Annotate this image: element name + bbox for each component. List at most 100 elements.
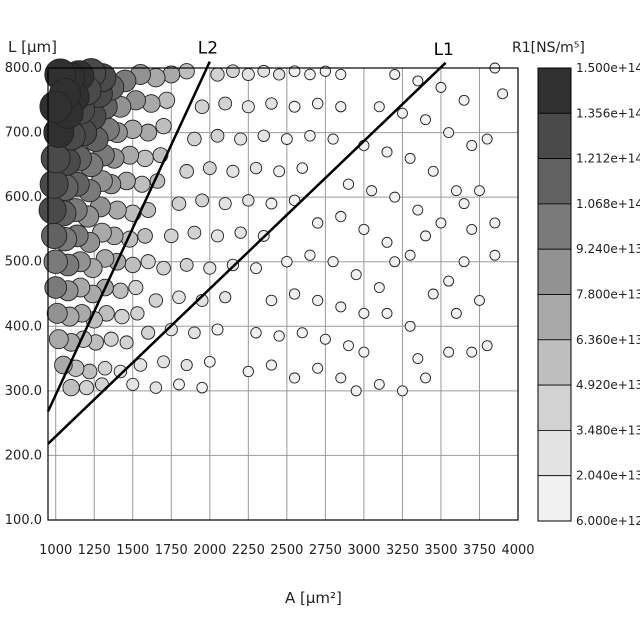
scatter-point bbox=[179, 64, 194, 79]
x-tick-label: 1750 bbox=[155, 543, 188, 558]
scatter-point bbox=[421, 115, 431, 125]
scatter-point bbox=[113, 283, 128, 298]
scatter-point bbox=[313, 363, 323, 373]
scatter-point bbox=[405, 321, 415, 331]
colorbar-segment bbox=[538, 430, 571, 475]
scatter-point bbox=[172, 197, 186, 211]
scatter-point bbox=[428, 289, 438, 299]
scatter-point bbox=[159, 92, 175, 108]
scatter-point bbox=[313, 295, 323, 305]
scatter-point bbox=[219, 198, 231, 210]
scatter-point bbox=[336, 373, 346, 383]
scatter-point bbox=[251, 263, 262, 274]
x-tick-label: 2500 bbox=[270, 543, 303, 558]
scatter-point bbox=[41, 144, 70, 173]
scatter-point bbox=[258, 130, 269, 141]
scatter-point bbox=[451, 186, 461, 196]
scatter-point bbox=[115, 309, 129, 323]
scatter-point bbox=[274, 69, 285, 80]
scatter-point bbox=[196, 194, 209, 207]
colorbar-segment bbox=[538, 204, 571, 249]
scatter-point bbox=[243, 195, 254, 206]
scatter-point bbox=[405, 250, 415, 260]
scatter-point bbox=[374, 283, 384, 293]
x-tick-label: 1500 bbox=[116, 543, 149, 558]
colorbar-segment bbox=[538, 68, 571, 113]
scatter-point bbox=[104, 332, 118, 346]
colorbar-tick-label: 9.240e+13 bbox=[576, 242, 640, 256]
scatter-point bbox=[312, 98, 323, 109]
x-tick-label: 3500 bbox=[424, 543, 457, 558]
colorbar-tick-label: 1.212e+14 bbox=[576, 152, 640, 166]
scatter-point bbox=[312, 218, 322, 228]
scatter-point bbox=[297, 328, 307, 338]
scatter-point bbox=[266, 98, 277, 109]
x-axis-label: A [μm²] bbox=[285, 589, 342, 607]
colorbar-tick-label: 2.040e+13 bbox=[576, 469, 640, 483]
scatter-point bbox=[235, 227, 246, 238]
x-tick-label: 1000 bbox=[39, 543, 72, 558]
colorbar-segment bbox=[538, 249, 571, 294]
scatter-point bbox=[188, 132, 202, 146]
colorbar-segment bbox=[538, 385, 571, 430]
scatter-point bbox=[42, 223, 67, 248]
scatter-point bbox=[436, 82, 446, 92]
scatter-point bbox=[459, 199, 469, 209]
scatter-point bbox=[467, 347, 477, 357]
scatter-point bbox=[203, 162, 216, 175]
scatter-point bbox=[266, 198, 277, 209]
scatter-point bbox=[141, 255, 155, 269]
scatter-point bbox=[305, 69, 316, 80]
scatter-point bbox=[336, 69, 346, 79]
scatter-point bbox=[173, 291, 186, 304]
scatter-point bbox=[211, 230, 223, 242]
scatter-point bbox=[174, 379, 185, 390]
scatter-point bbox=[125, 257, 140, 272]
scatter-point bbox=[63, 379, 79, 395]
scatter-point bbox=[382, 147, 392, 157]
scatter-point bbox=[382, 308, 392, 318]
scatter-point bbox=[374, 379, 384, 389]
colorbar-tick-label: 3.480e+13 bbox=[576, 423, 640, 437]
y-tick-label: 600.0 bbox=[5, 190, 42, 205]
y-tick-label: 200.0 bbox=[5, 448, 42, 463]
x-tick-label: 1250 bbox=[78, 543, 111, 558]
scatter-point bbox=[282, 256, 293, 267]
scatter-point bbox=[140, 124, 157, 141]
scatter-point bbox=[227, 165, 239, 177]
scatter-point bbox=[289, 101, 300, 112]
colorbar-label: R1[NS/m⁵] bbox=[512, 40, 585, 56]
x-tick-label: 3250 bbox=[386, 543, 419, 558]
scatter-point bbox=[219, 97, 232, 110]
scatter-point bbox=[266, 360, 276, 370]
scatter-point bbox=[444, 276, 454, 286]
scatter-point bbox=[49, 330, 68, 349]
scatter-point bbox=[40, 170, 68, 198]
scatter-point bbox=[131, 307, 144, 320]
scatter-point bbox=[498, 89, 508, 99]
scatter-point bbox=[250, 162, 261, 173]
scatter-point bbox=[413, 354, 423, 364]
scatter-point bbox=[120, 336, 133, 349]
y-tick-label: 500.0 bbox=[5, 255, 42, 270]
colorbar-segment bbox=[538, 295, 571, 340]
scatter-point bbox=[451, 308, 461, 318]
colorbar-layer: 1.500e+141.356e+141.212e+141.068e+149.24… bbox=[538, 61, 640, 528]
scatter-point bbox=[397, 108, 407, 118]
scatter-point bbox=[444, 347, 454, 357]
colorbar-tick-label: 4.920e+13 bbox=[576, 378, 640, 392]
scatter-point bbox=[220, 292, 231, 303]
scatter-point bbox=[138, 229, 153, 244]
scatter-point bbox=[343, 179, 353, 189]
scatter-point bbox=[274, 166, 285, 177]
scatter-point bbox=[482, 341, 492, 351]
scatter-point bbox=[242, 68, 254, 80]
y-tick-label: 800.0 bbox=[5, 61, 42, 76]
scatter-point bbox=[242, 101, 254, 113]
colorbar-tick-label: 1.356e+14 bbox=[576, 106, 640, 120]
scatter-point bbox=[251, 327, 262, 338]
scatter-point bbox=[490, 250, 500, 260]
scatter-point bbox=[359, 347, 369, 357]
scatter-point bbox=[351, 386, 361, 396]
